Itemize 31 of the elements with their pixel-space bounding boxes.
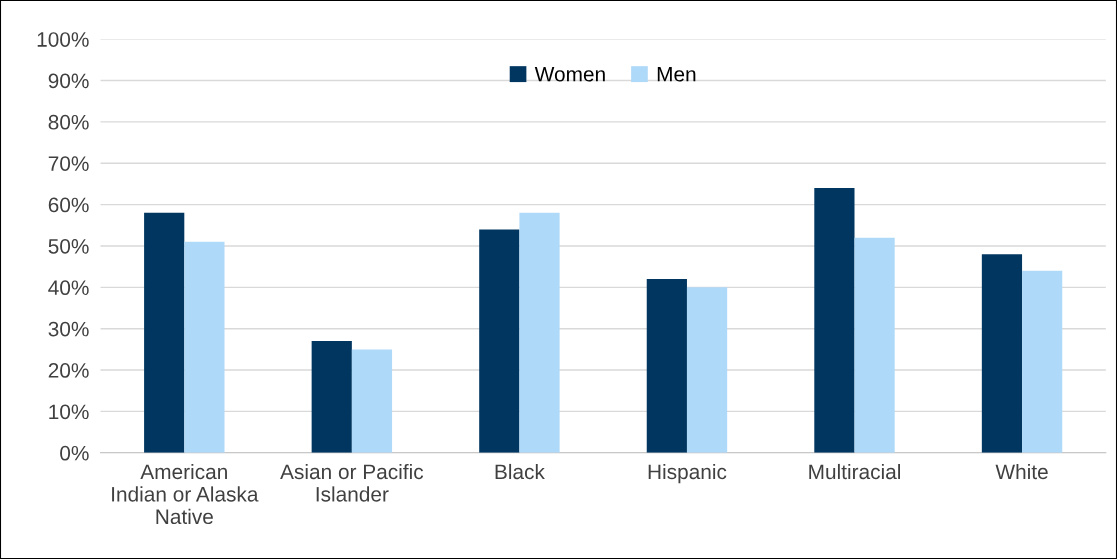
x-tick-label: White (995, 463, 1048, 480)
x-tick-label: Multiracial (809, 463, 900, 480)
bar (184, 241, 225, 453)
y-tick-label: 40% (48, 280, 89, 296)
y-tick-label: 20% (48, 363, 89, 378)
bar (814, 188, 855, 453)
y-tick-label: 70% (48, 156, 89, 171)
bar (686, 287, 728, 453)
bar (981, 254, 1023, 453)
x-tick-label: Asian or Pacific Islander (280, 463, 424, 502)
x-tick-label: American Indian or Alaska Native (112, 463, 259, 525)
y-tick-label: 50% (48, 238, 89, 254)
bar (144, 212, 185, 453)
x-tick-label: Black (495, 463, 545, 480)
y-tick-label: 60% (48, 197, 89, 213)
bar (519, 212, 560, 453)
y-tick-label: 30% (48, 321, 89, 337)
bar (646, 279, 687, 453)
bar (854, 237, 895, 453)
y-tick-label: 10% (49, 404, 89, 420)
y-tick-label: 90% (48, 73, 89, 89)
bar (1022, 270, 1063, 453)
y-tick-label: 0% (60, 445, 89, 461)
bar (351, 349, 393, 453)
y-tick-label: 100% (37, 32, 89, 47)
bar (311, 341, 352, 453)
legend-label: Men (657, 67, 696, 82)
legend-label: Women (534, 67, 605, 82)
x-tick-label: Hispanic (648, 463, 727, 484)
y-tick-label: 80% (48, 114, 89, 130)
bar (479, 229, 520, 453)
